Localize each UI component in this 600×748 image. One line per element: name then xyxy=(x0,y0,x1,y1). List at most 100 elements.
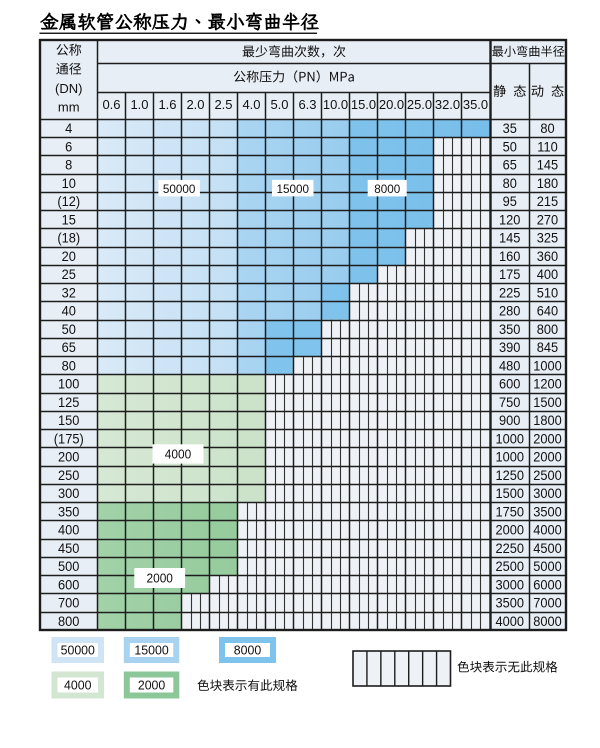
svg-text:250: 250 xyxy=(58,467,79,483)
svg-text:2000: 2000 xyxy=(146,571,173,585)
svg-text:15000: 15000 xyxy=(134,643,168,657)
svg-text:325: 325 xyxy=(537,230,558,246)
svg-text:2500: 2500 xyxy=(533,467,562,483)
svg-text:15: 15 xyxy=(62,212,76,228)
svg-text:1500: 1500 xyxy=(495,486,524,502)
svg-text:32: 32 xyxy=(62,285,76,301)
svg-text:390: 390 xyxy=(499,340,520,356)
svg-text:25: 25 xyxy=(62,267,76,283)
svg-text:1500: 1500 xyxy=(533,394,562,410)
svg-text:600: 600 xyxy=(499,376,520,392)
svg-text:4000: 4000 xyxy=(533,522,562,538)
svg-text:4000: 4000 xyxy=(165,447,192,461)
svg-text:65: 65 xyxy=(62,340,76,356)
svg-text:450: 450 xyxy=(58,540,79,556)
svg-text:180: 180 xyxy=(537,175,558,191)
svg-text:145: 145 xyxy=(499,230,520,246)
svg-text:80: 80 xyxy=(540,121,554,137)
svg-text:4000: 4000 xyxy=(495,613,524,629)
svg-text:7000: 7000 xyxy=(533,595,562,611)
svg-text:10.0: 10.0 xyxy=(323,97,348,112)
svg-text:2500: 2500 xyxy=(495,559,524,575)
svg-text:40: 40 xyxy=(62,303,76,319)
svg-text:400: 400 xyxy=(58,522,79,538)
svg-text:1800: 1800 xyxy=(533,413,562,429)
svg-text:50000: 50000 xyxy=(163,182,196,196)
svg-text:4500: 4500 xyxy=(533,540,562,556)
svg-text:3500: 3500 xyxy=(495,595,524,611)
svg-text:20.0: 20.0 xyxy=(379,97,404,112)
svg-text:(18): (18) xyxy=(57,230,80,246)
svg-text:0.6: 0.6 xyxy=(102,97,120,112)
svg-text:5.0: 5.0 xyxy=(270,97,288,112)
svg-text:500: 500 xyxy=(58,559,79,575)
svg-text:50: 50 xyxy=(62,321,76,337)
svg-text:mm: mm xyxy=(58,99,80,114)
svg-text:150: 150 xyxy=(58,413,79,429)
svg-text:(12): (12) xyxy=(57,194,80,210)
svg-text:80: 80 xyxy=(62,358,76,374)
svg-text:400: 400 xyxy=(537,267,558,283)
svg-text:8: 8 xyxy=(65,157,72,173)
svg-text:2000: 2000 xyxy=(533,449,562,465)
svg-text:10: 10 xyxy=(62,175,76,191)
svg-text:20: 20 xyxy=(62,248,76,264)
svg-text:300: 300 xyxy=(58,486,79,502)
svg-text:160: 160 xyxy=(499,248,520,264)
svg-text:65: 65 xyxy=(503,157,517,173)
svg-text:845: 845 xyxy=(537,340,558,356)
svg-text:5000: 5000 xyxy=(533,559,562,575)
svg-text:95: 95 xyxy=(503,194,517,210)
svg-text:3500: 3500 xyxy=(533,504,562,520)
svg-text:35.0: 35.0 xyxy=(463,97,488,112)
svg-text:(175): (175) xyxy=(54,431,84,447)
svg-text:8000: 8000 xyxy=(234,643,261,657)
svg-text:2000: 2000 xyxy=(495,522,524,538)
svg-text:800: 800 xyxy=(58,613,79,629)
svg-text:50000: 50000 xyxy=(61,643,95,657)
svg-text:600: 600 xyxy=(58,577,79,593)
svg-text:3000: 3000 xyxy=(533,486,562,502)
svg-text:360: 360 xyxy=(537,248,558,264)
svg-text:110: 110 xyxy=(537,139,557,155)
svg-text:2.5: 2.5 xyxy=(214,97,232,112)
svg-text:750: 750 xyxy=(499,394,520,410)
svg-text:80: 80 xyxy=(503,175,517,191)
svg-text:1000: 1000 xyxy=(495,449,524,465)
svg-text:1750: 1750 xyxy=(495,504,524,520)
svg-text:1250: 1250 xyxy=(495,467,524,483)
svg-text:1.0: 1.0 xyxy=(130,97,148,112)
svg-text:1000: 1000 xyxy=(495,431,524,447)
svg-text:2000: 2000 xyxy=(138,678,165,692)
svg-text:35: 35 xyxy=(503,121,517,137)
svg-text:280: 280 xyxy=(499,303,520,319)
svg-text:1.6: 1.6 xyxy=(158,97,176,112)
svg-text:25.0: 25.0 xyxy=(407,97,432,112)
svg-text:125: 125 xyxy=(58,394,79,410)
svg-text:50: 50 xyxy=(503,139,517,155)
svg-text:120: 120 xyxy=(499,212,520,228)
svg-text:15000: 15000 xyxy=(277,182,310,196)
svg-text:4: 4 xyxy=(65,121,73,137)
svg-text:225: 225 xyxy=(499,285,520,301)
svg-text:6000: 6000 xyxy=(533,577,562,593)
svg-text:350: 350 xyxy=(58,504,79,520)
svg-text:8000: 8000 xyxy=(533,613,562,629)
svg-text:6.3: 6.3 xyxy=(298,97,316,112)
svg-text:6: 6 xyxy=(65,139,72,155)
svg-text:2000: 2000 xyxy=(533,431,562,447)
svg-text:2250: 2250 xyxy=(495,540,524,556)
svg-text:200: 200 xyxy=(58,449,79,465)
svg-text:175: 175 xyxy=(499,267,520,283)
svg-text:100: 100 xyxy=(58,376,79,392)
svg-text:8000: 8000 xyxy=(374,182,400,196)
svg-text:900: 900 xyxy=(499,413,520,429)
svg-text:640: 640 xyxy=(537,303,558,319)
svg-text:215: 215 xyxy=(537,194,558,210)
svg-text:4.0: 4.0 xyxy=(242,97,260,112)
svg-text:480: 480 xyxy=(499,358,520,374)
svg-text:270: 270 xyxy=(537,212,558,228)
svg-text:700: 700 xyxy=(58,595,79,611)
svg-text:2.0: 2.0 xyxy=(186,97,204,112)
svg-text:4000: 4000 xyxy=(64,678,91,692)
